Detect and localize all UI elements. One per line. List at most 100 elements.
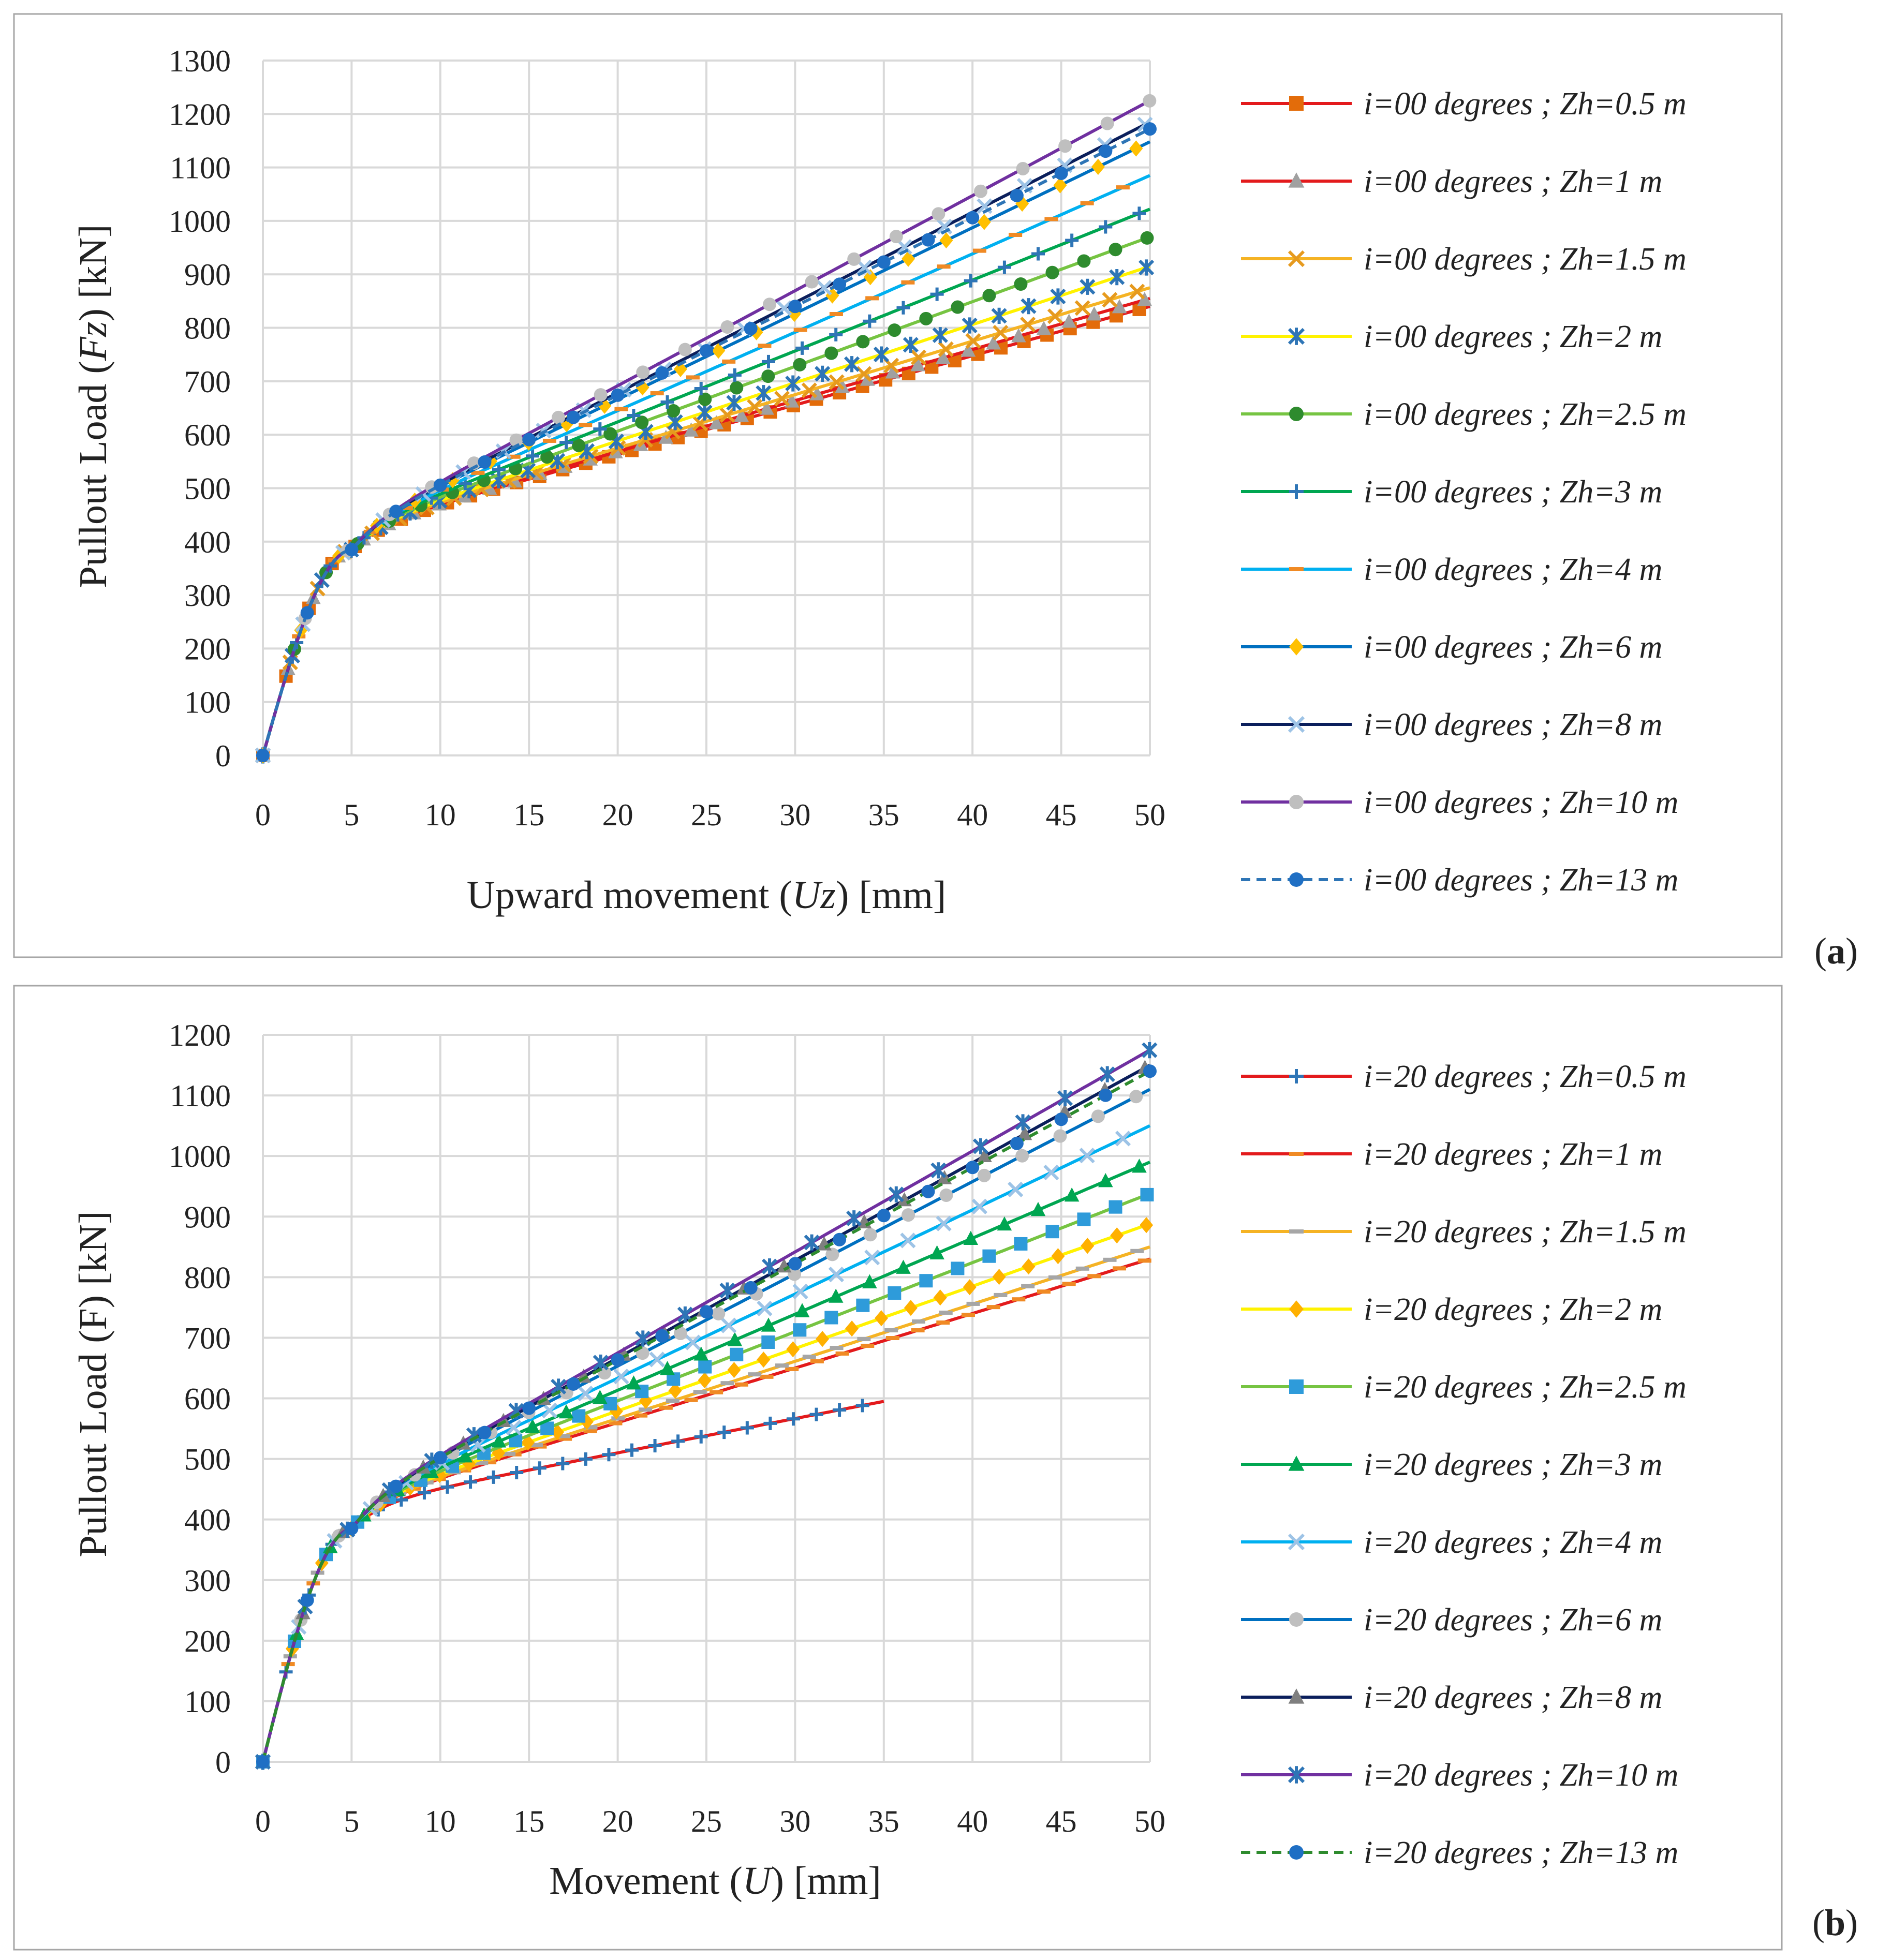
marker-diamond <box>1022 1258 1036 1275</box>
legend-label: i=00 degrees ; Zh=2.5 m <box>1364 397 1687 432</box>
marker-plus <box>627 409 641 423</box>
marker-plus <box>559 436 573 450</box>
marker-diamond <box>757 1352 771 1368</box>
marker-dash <box>911 1319 925 1324</box>
marker-dash <box>1009 232 1023 237</box>
marker-dash <box>542 438 556 443</box>
marker-dot <box>552 410 566 424</box>
marker-dash <box>986 1305 1000 1310</box>
axis-title-part: ) [mm] <box>771 1859 881 1903</box>
x-tick-label: 15 <box>513 1804 544 1838</box>
marker-triangle <box>977 1148 992 1163</box>
x-tick-labels: 0 5 10 15 20 25 30 35 40 45 50 <box>255 1804 1165 1838</box>
marker-dot <box>966 1161 980 1175</box>
marker-dot <box>1091 1109 1105 1123</box>
marker-triangle <box>593 1390 608 1404</box>
marker-triangle <box>727 1332 743 1346</box>
marker-dash <box>611 1416 625 1421</box>
marker-triangle <box>935 350 951 364</box>
marker-diamond <box>1140 1217 1154 1234</box>
marker-dash <box>830 1346 844 1350</box>
y-tick-label: 600 <box>184 418 231 452</box>
marker-dash <box>1021 1284 1035 1288</box>
marker-plus <box>648 1438 662 1452</box>
marker-dot <box>572 438 586 452</box>
marker-dash <box>865 296 879 301</box>
marker-plus <box>1099 220 1113 234</box>
x-tick-label: 50 <box>1134 1804 1165 1838</box>
marker-dot <box>478 1426 492 1439</box>
marker-dot <box>673 1326 687 1340</box>
marker-dot <box>1077 254 1091 268</box>
marker-dash <box>758 344 772 348</box>
marker-dot <box>901 1208 915 1222</box>
marker-dot <box>847 252 861 266</box>
marker-diamond <box>901 250 915 267</box>
marker-plus <box>717 1426 731 1439</box>
marker-dash <box>901 280 915 285</box>
legend-label: i=20 degrees ; Zh=1 m <box>1364 1137 1662 1172</box>
marker-asterisk <box>873 346 890 363</box>
marker-dot <box>698 392 712 406</box>
marker-x <box>719 407 735 423</box>
marker-diamond <box>668 1383 682 1399</box>
x-tick-label: 30 <box>779 1804 810 1838</box>
marker-square <box>919 1274 933 1288</box>
marker-dash <box>1103 1257 1117 1262</box>
series-11 <box>256 122 1157 762</box>
marker-dot <box>889 230 903 244</box>
marker-x <box>828 1267 845 1283</box>
gridlines <box>262 1034 1151 1763</box>
marker-triangle <box>963 1230 979 1245</box>
marker-diamond <box>977 214 991 230</box>
panel-tag-open: ( <box>1814 930 1827 972</box>
marker-dash <box>529 1443 543 1447</box>
marker-dot <box>611 388 625 402</box>
x-axis-title: Upward movement (Uz) [mm] <box>467 873 947 917</box>
marker-dot <box>345 543 359 557</box>
marker-dash <box>399 506 413 510</box>
marker-dot <box>1054 1112 1068 1126</box>
marker-dot <box>1016 161 1030 175</box>
marker-dot <box>1054 166 1068 180</box>
marker-dash <box>1087 1274 1101 1279</box>
x-tick-label: 15 <box>513 798 544 832</box>
x-tick-label: 50 <box>1134 798 1165 832</box>
marker-triangle <box>1064 1187 1080 1202</box>
x-tick-label: 25 <box>691 1804 722 1838</box>
marker-diamond <box>1015 195 1029 212</box>
marker-square <box>572 1409 586 1423</box>
y-tick-label: 800 <box>184 1260 231 1295</box>
marker-diamond <box>939 232 953 249</box>
marker-diamond <box>712 343 726 359</box>
marker-dash <box>1130 1249 1144 1253</box>
marker-dot <box>712 1306 726 1320</box>
x-tick-label: 35 <box>868 1804 899 1838</box>
marker-asterisk <box>719 1282 735 1299</box>
marker-plus <box>930 287 944 301</box>
marker-plus <box>660 395 674 409</box>
x-tick-label: 25 <box>691 798 722 832</box>
marker-dot <box>1053 1129 1067 1143</box>
series-10 <box>256 94 1157 762</box>
marker-dash <box>1080 201 1094 205</box>
marker-x <box>721 1317 737 1333</box>
marker-dot <box>256 1755 270 1769</box>
marker-x <box>1115 1131 1131 1147</box>
marker-x <box>1020 317 1036 333</box>
marker-dot <box>1100 116 1114 130</box>
marker-dash <box>1012 1297 1026 1302</box>
axis-title-part: Movement ( <box>549 1859 743 1903</box>
marker-dash <box>1113 1266 1127 1271</box>
marker-dash <box>579 423 593 427</box>
chart-frame <box>13 985 1783 1951</box>
marker-diamond <box>1110 1227 1124 1244</box>
marker-dot <box>1129 1090 1143 1104</box>
marker-plus <box>863 314 877 328</box>
y-tick-label: 400 <box>184 1503 231 1537</box>
marker-dash <box>1137 1258 1151 1263</box>
marker-dot <box>509 433 523 447</box>
marker-diamond <box>446 472 460 488</box>
marker-square <box>1014 1237 1028 1251</box>
marker-dot <box>761 369 775 383</box>
